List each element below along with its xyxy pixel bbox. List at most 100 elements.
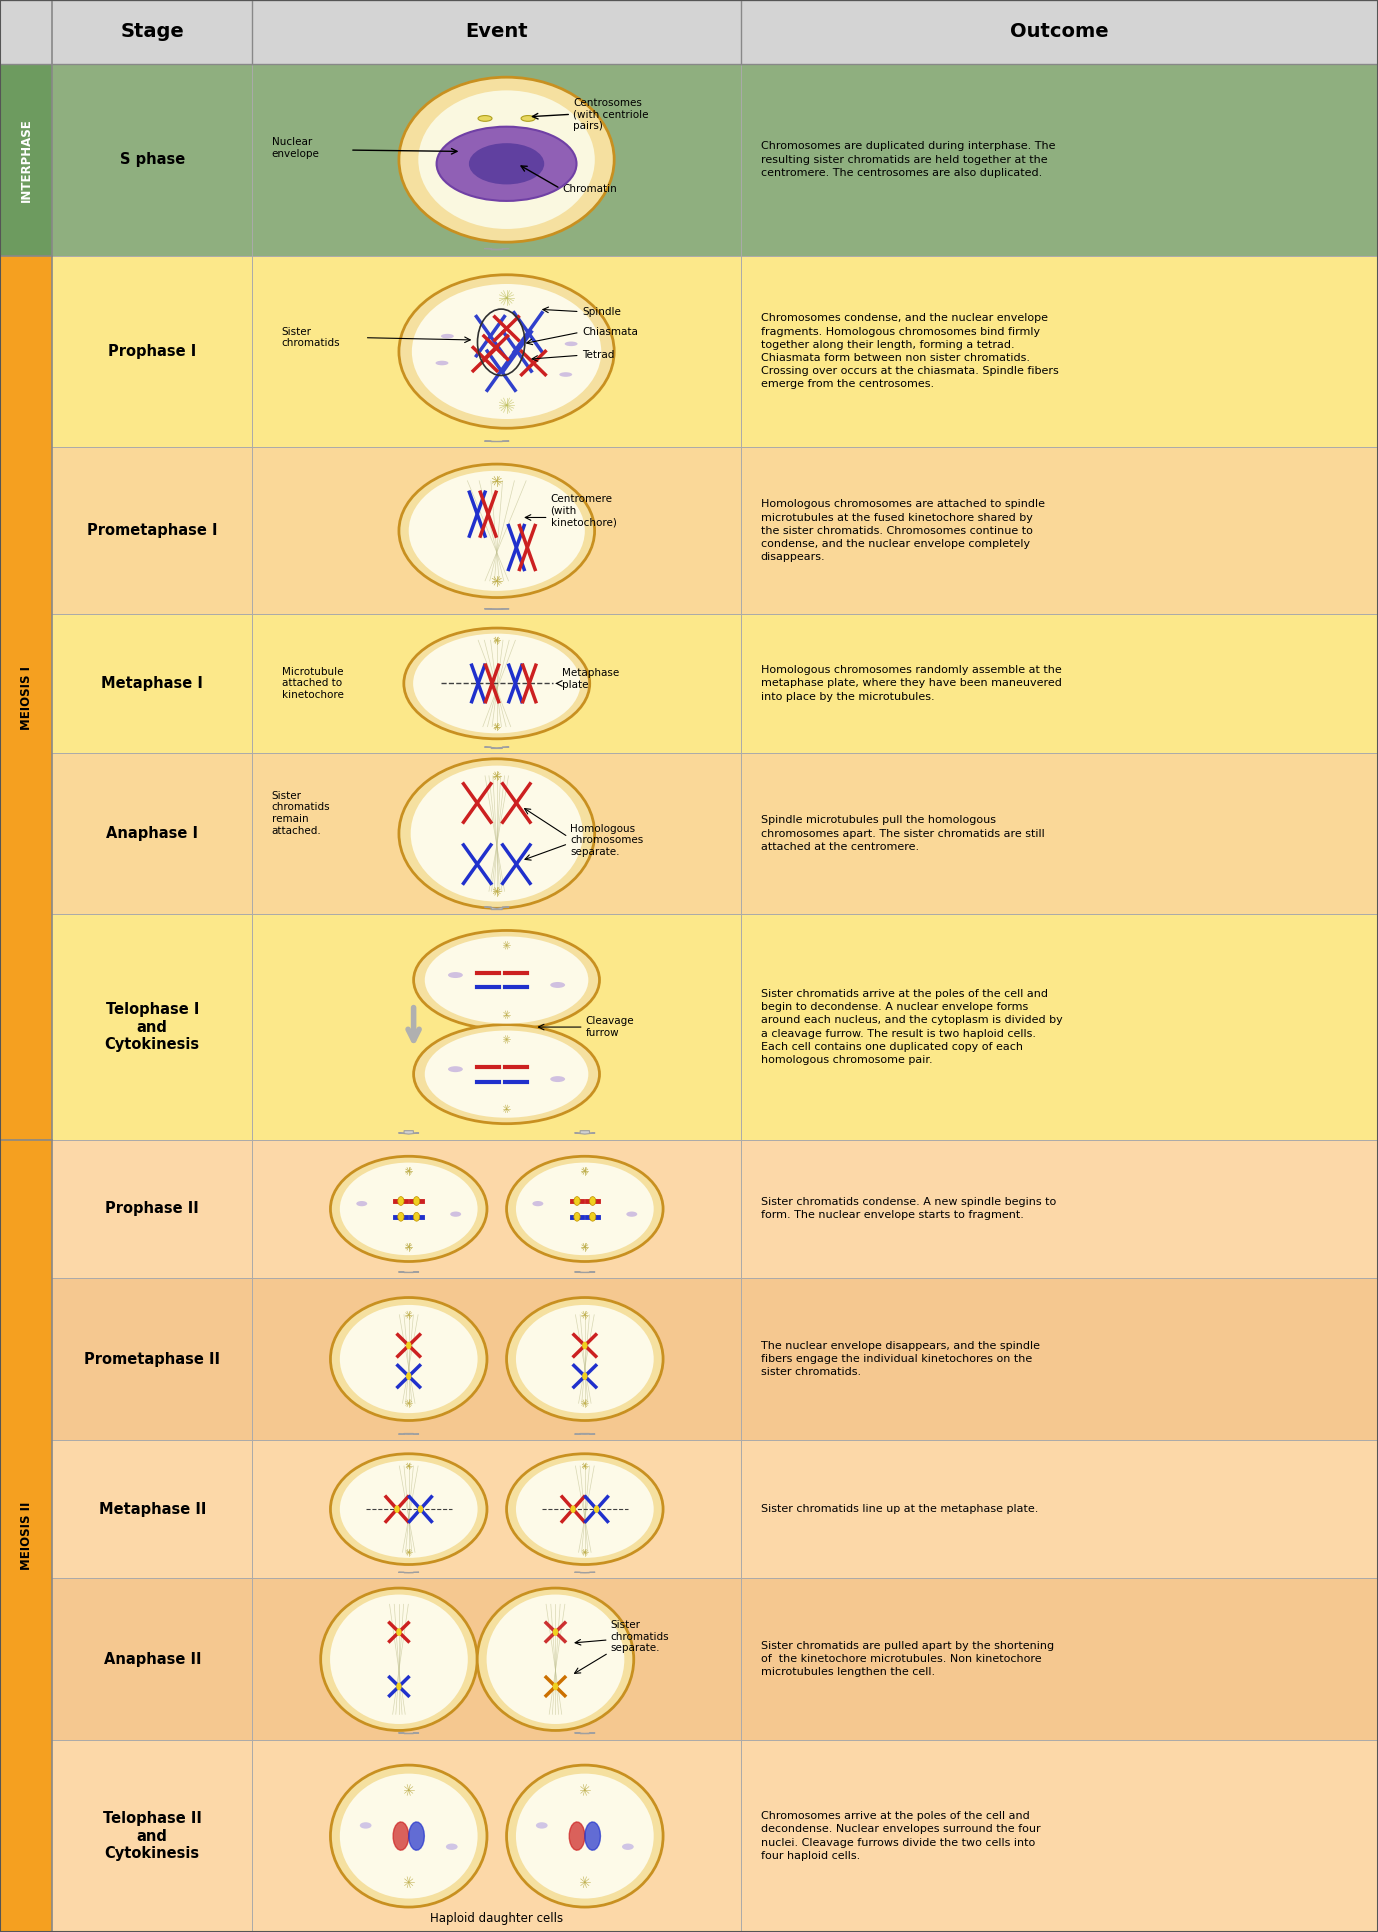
Circle shape [413,1196,420,1206]
Ellipse shape [331,1453,486,1565]
Text: Homologous chromosomes randomly assemble at the
metaphase plate, where they have: Homologous chromosomes randomly assemble… [761,665,1061,701]
Ellipse shape [478,116,492,122]
Ellipse shape [507,1298,663,1420]
Text: Anaphase II: Anaphase II [103,1652,201,1667]
Bar [52,914,252,1140]
Bar [52,1279,252,1439]
Text: Spindle microtubules pull the homologous
chromosomes apart. The sister chromatid: Spindle microtubules pull the homologous… [761,815,1045,852]
Ellipse shape [550,1076,565,1082]
Circle shape [413,1213,420,1221]
Ellipse shape [435,361,448,365]
Bar [252,448,741,614]
Ellipse shape [448,1066,463,1072]
Bar [52,64,252,255]
Bar [0,255,52,1140]
Text: Metaphase
plate: Metaphase plate [562,668,619,690]
Ellipse shape [409,471,584,591]
Bar [252,1140,741,1279]
Ellipse shape [521,116,535,122]
Circle shape [418,1505,423,1513]
Ellipse shape [321,1588,477,1731]
Ellipse shape [400,77,615,242]
Text: Centromere
(with
kinetochore): Centromere (with kinetochore) [551,495,616,527]
Ellipse shape [404,628,590,738]
Ellipse shape [400,464,595,597]
Ellipse shape [331,1766,486,1907]
Text: Metaphase II: Metaphase II [99,1501,205,1517]
Circle shape [553,1629,558,1636]
Polygon shape [569,1822,584,1851]
Text: Sister
chromatids
remain
attached.: Sister chromatids remain attached. [271,790,331,835]
Ellipse shape [477,1588,634,1731]
Text: Prophase II: Prophase II [105,1202,200,1217]
Bar [0,64,52,255]
Circle shape [570,1505,576,1513]
Circle shape [582,1341,587,1349]
Ellipse shape [507,1453,663,1565]
Ellipse shape [441,334,453,338]
Ellipse shape [515,1774,653,1899]
Text: Microtubule
attached to
kinetochore: Microtubule attached to kinetochore [281,667,343,699]
Bar [52,1140,252,1279]
Ellipse shape [565,342,577,346]
Ellipse shape [413,931,599,1030]
Text: Sister chromatids line up at the metaphase plate.: Sister chromatids line up at the metapha… [761,1505,1038,1515]
Text: Stage: Stage [120,23,185,41]
Ellipse shape [331,1298,486,1420]
Bar [0,1140,52,1932]
Bar [0,0,1378,64]
Ellipse shape [411,765,583,902]
Bar [252,1741,741,1932]
Text: Anaphase I: Anaphase I [106,827,198,840]
Circle shape [582,1372,587,1379]
Text: Sister
chromatids: Sister chromatids [281,327,340,348]
Text: Chromosomes arrive at the poles of the cell and
decondense. Nuclear envelopes su: Chromosomes arrive at the poles of the c… [761,1812,1040,1861]
Bar [741,1140,1378,1279]
Bar [252,255,741,448]
Ellipse shape [621,1843,634,1851]
Text: Chromosomes are duplicated during interphase. The
resulting sister chromatids ar: Chromosomes are duplicated during interp… [761,141,1056,178]
Text: INTERPHASE: INTERPHASE [19,118,33,201]
Ellipse shape [413,1024,599,1124]
Bar [741,914,1378,1140]
Ellipse shape [357,1202,367,1206]
Bar [741,1741,1378,1932]
Ellipse shape [446,1843,457,1851]
Bar [252,753,741,914]
Polygon shape [584,1822,601,1851]
Circle shape [407,1341,412,1349]
Ellipse shape [340,1163,478,1256]
Text: Telophase I
and
Cytokinesis: Telophase I and Cytokinesis [105,1003,200,1051]
Ellipse shape [515,1461,653,1557]
Text: Spindle: Spindle [582,307,620,317]
Text: Haploid daughter cells: Haploid daughter cells [430,1913,564,1924]
Ellipse shape [331,1594,467,1723]
Text: Telophase II
and
Cytokinesis: Telophase II and Cytokinesis [103,1810,201,1861]
Text: MEIOSIS II: MEIOSIS II [19,1501,33,1571]
Text: Chromosomes condense, and the nuclear envelope
fragments. Homologous chromosomes: Chromosomes condense, and the nuclear en… [761,313,1058,390]
Bar [741,64,1378,255]
Ellipse shape [486,1594,624,1723]
Ellipse shape [424,937,588,1024]
Ellipse shape [437,128,576,201]
Bar [741,614,1378,753]
Text: Prophase I: Prophase I [107,344,197,359]
Circle shape [398,1213,404,1221]
Bar [52,753,252,914]
Bar [252,614,741,753]
Text: Sister
chromatids
separate.: Sister chromatids separate. [610,1621,668,1654]
Bar [52,255,252,448]
Ellipse shape [412,284,601,419]
Text: Sister chromatids are pulled apart by the shortening
of  the kinetochore microtu: Sister chromatids are pulled apart by th… [761,1640,1054,1677]
Ellipse shape [559,373,572,377]
Ellipse shape [448,972,463,978]
Text: Sister chromatids arrive at the poles of the cell and
begin to decondense. A nuc: Sister chromatids arrive at the poles of… [761,989,1062,1065]
Text: Cleavage
furrow: Cleavage furrow [586,1016,634,1037]
Text: Nuclear
envelope: Nuclear envelope [271,137,320,158]
Bar [52,1741,252,1932]
Ellipse shape [451,1211,462,1217]
Text: The nuclear envelope disappears, and the spindle
fibers engage the individual ki: The nuclear envelope disappears, and the… [761,1341,1039,1378]
Bar [52,1439,252,1578]
Bar [252,914,741,1140]
Text: Homologous chromosomes are attached to spindle
microtubules at the fused kinetoc: Homologous chromosomes are attached to s… [761,498,1045,562]
